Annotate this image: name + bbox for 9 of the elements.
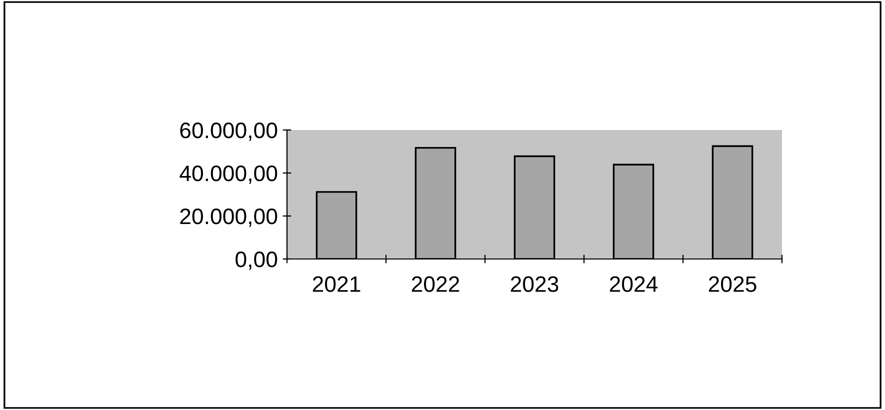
x-tick-label: 2021: [312, 276, 360, 292]
y-tick-label: 40.000,00: [180, 166, 278, 184]
y-tick-label: 20.000,00: [180, 208, 278, 227]
x-tick-label: 2024: [610, 276, 658, 292]
x-tick-label: 2023: [510, 276, 558, 292]
x-tick-label: 2025: [708, 276, 756, 292]
y-tick-label: 60.000,00: [180, 122, 278, 141]
x-tick-label: 2022: [412, 276, 460, 292]
y-tick-label: 0,00: [236, 252, 278, 270]
